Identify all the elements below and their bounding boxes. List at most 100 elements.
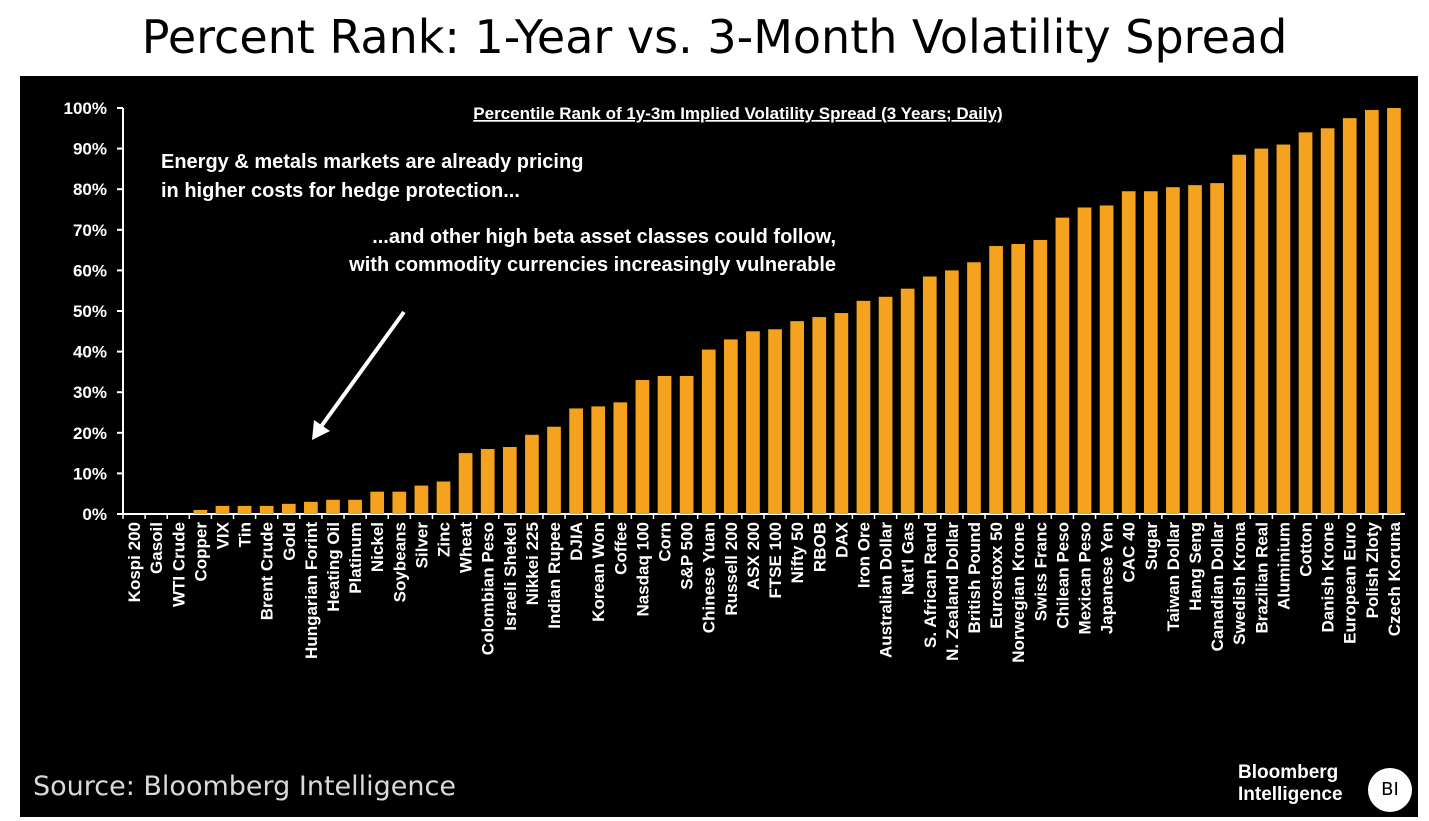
brand-line-1: Bloomberg — [1238, 762, 1339, 783]
x-tick-label: DAX — [832, 521, 851, 558]
y-tick-label: 90% — [73, 140, 107, 159]
x-tick-label: WTI Crude — [169, 522, 188, 607]
x-tick-label: Heating Oil — [324, 522, 343, 612]
bar — [922, 276, 937, 514]
x-tick-label: Gold — [280, 522, 299, 561]
x-tick-label: Taiwan Dollar — [1164, 522, 1183, 632]
x-tick-label: Japanese Yen — [1098, 522, 1117, 634]
bar — [812, 317, 827, 514]
y-tick-label: 70% — [73, 221, 107, 240]
bar — [635, 380, 650, 514]
x-tick-label: Polish Zloty — [1363, 521, 1382, 618]
x-tick-label: CAC 40 — [1120, 522, 1139, 582]
x-tick-label: Nasdaq 100 — [633, 522, 652, 617]
x-tick-label: Israeli Shekel — [501, 522, 520, 631]
bar — [768, 329, 782, 514]
bar — [945, 270, 959, 514]
brand-line-2: Intelligence — [1238, 784, 1343, 805]
bar — [569, 408, 583, 514]
x-tick-label: N. Zealand Dollar — [943, 522, 962, 661]
x-axis-labels: Kospi 200 Gasoil WTI Crude Copper VIX Tin Bren… — [125, 521, 1404, 662]
x-tick-label: Tin — [236, 522, 255, 547]
bar — [1166, 187, 1180, 515]
x-tick-label: Mexican Peso — [1076, 522, 1095, 634]
bar — [193, 509, 208, 514]
y-tick-label: 80% — [73, 180, 107, 199]
x-tick-label: Norwegian Krone — [1009, 522, 1028, 663]
bar — [525, 434, 539, 514]
x-tick-label: Danish Krone — [1319, 522, 1338, 633]
annotation-line-3: ...and other high beta asset classes cou… — [372, 226, 836, 248]
bar — [370, 491, 385, 514]
x-tick-label: Gasoil — [147, 522, 166, 574]
y-tick-label: 50% — [73, 302, 107, 321]
bar — [591, 406, 606, 514]
x-tick-label: Chinese Yuan — [700, 522, 719, 633]
bar — [458, 453, 473, 514]
bar — [790, 321, 805, 514]
x-tick-label: Australian Dollar — [877, 522, 896, 658]
bar — [215, 505, 230, 514]
x-tick-label: Platinum — [346, 522, 365, 594]
chart-bars — [193, 108, 1401, 515]
x-tick-label: Eurostoxx 50 — [987, 522, 1006, 629]
x-tick-label: ASX 200 — [744, 522, 763, 590]
x-tick-label: DJIA — [567, 522, 586, 561]
x-tick-label: Kospi 200 — [125, 522, 144, 602]
bar — [304, 501, 318, 514]
bar — [746, 331, 760, 514]
x-tick-label: Indian Rupee — [545, 522, 564, 629]
bar — [392, 491, 407, 514]
bar — [281, 503, 296, 514]
x-tick-label: Silver — [412, 522, 431, 569]
bar — [1232, 154, 1247, 514]
bar — [326, 499, 340, 514]
x-tick-label: British Pound — [965, 522, 984, 633]
x-tick-label: Hungarian Forint — [302, 522, 321, 659]
bar — [1011, 244, 1026, 514]
bar — [259, 505, 274, 514]
bar — [1210, 183, 1224, 515]
bar — [1033, 239, 1048, 514]
x-tick-label: S&P 500 — [678, 522, 697, 590]
bar — [657, 375, 672, 514]
bar — [1364, 110, 1379, 514]
bar — [348, 499, 362, 514]
bar — [1121, 191, 1136, 514]
chart-panel: 0% 10% 20% 30% 40% 50% 60% 70% 80% 90% 100% Kospi … — [20, 76, 1418, 817]
y-tick-label: 10% — [73, 464, 107, 483]
bar — [480, 449, 495, 514]
x-tick-label: Chilean Peso — [1053, 522, 1072, 629]
x-tick-label: Corn — [656, 522, 675, 562]
bar — [414, 485, 429, 514]
bar — [1276, 144, 1291, 514]
x-tick-label: FTSE 100 — [766, 522, 785, 599]
bar — [237, 505, 252, 514]
x-tick-label: VIX — [213, 521, 232, 549]
x-tick-label: Copper — [191, 522, 210, 582]
y-tick-label: 100% — [64, 99, 107, 118]
bar — [701, 349, 716, 514]
x-tick-label: Iron Ore — [854, 522, 873, 588]
x-tick-label: Czech Koruna — [1385, 521, 1404, 636]
chart-title: Percentile Rank of 1y-3m Implied Volatil… — [473, 104, 1002, 123]
x-tick-label: Korean Won — [589, 522, 608, 622]
bar — [436, 481, 451, 514]
y-tick-label: 60% — [73, 261, 107, 280]
annotation-line-4: with commodity currencies increasingly v… — [348, 254, 836, 276]
x-tick-label: Nifty 50 — [788, 522, 807, 583]
y-tick-label: 30% — [73, 383, 107, 402]
bar — [1077, 207, 1092, 514]
x-tick-label: Hang Seng — [1186, 522, 1205, 611]
bar — [547, 426, 561, 514]
x-tick-label: Wheat — [457, 522, 476, 573]
x-tick-label: Brazilian Real — [1252, 522, 1271, 634]
bar — [613, 402, 628, 514]
annotation-line-2: in higher costs for hedge protection... — [161, 180, 520, 202]
y-tick-label: 20% — [73, 424, 107, 443]
bar — [1188, 185, 1202, 514]
x-tick-label: Canadian Dollar — [1208, 522, 1227, 652]
x-tick-label: Swiss Franc — [1031, 522, 1050, 621]
page-title: Percent Rank: 1-Year vs. 3-Month Volatil… — [141, 10, 1288, 64]
bar — [502, 447, 517, 514]
